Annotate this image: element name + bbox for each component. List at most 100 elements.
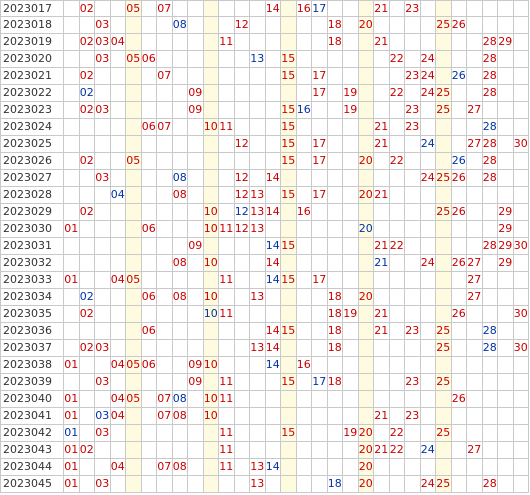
number-cell [436, 68, 452, 85]
red-number: 14 [265, 205, 280, 218]
red-number: 23 [405, 120, 420, 133]
number-cell [343, 340, 359, 357]
table-row: 2023045 01 03 13 18 20 24 25 28 [0, 476, 530, 493]
red-number: 09 [188, 239, 203, 252]
number-cell: 21 [374, 136, 390, 153]
red-number: 25 [436, 426, 451, 439]
issue-number: 2023042 [0, 425, 64, 442]
number-cell [203, 340, 219, 357]
number-cell [281, 85, 297, 102]
number-cell: 23 [405, 323, 421, 340]
number-cell [374, 102, 390, 119]
number-cell [312, 340, 328, 357]
number-cell [358, 170, 374, 187]
number-cell [420, 459, 436, 476]
number-cell: 17 [312, 68, 328, 85]
number-cell [79, 408, 95, 425]
number-cell [312, 119, 328, 136]
number-cell: 26 [451, 68, 467, 85]
number-cell [420, 187, 436, 204]
number-cell [296, 289, 312, 306]
blue-number: 17 [312, 375, 327, 388]
number-cell [250, 34, 266, 51]
number-cell [141, 425, 157, 442]
number-cell [157, 357, 173, 374]
blue-number: 02 [79, 290, 94, 303]
number-cell: 10 [203, 221, 219, 238]
table-row: 2023023 02 03 09 15 16 19 23 25 27 [0, 102, 530, 119]
number-cell [467, 323, 483, 340]
number-cell [265, 425, 281, 442]
number-cell [420, 408, 436, 425]
red-number: 25 [436, 324, 451, 337]
number-cell [467, 408, 483, 425]
red-number: 11 [219, 35, 234, 48]
number-cell [312, 357, 328, 374]
number-cell [265, 391, 281, 408]
number-cell: 05 [126, 272, 142, 289]
red-number: 08 [172, 256, 187, 269]
number-cell [296, 136, 312, 153]
red-number: 14 [265, 324, 280, 337]
number-cell [203, 51, 219, 68]
red-number: 09 [188, 358, 203, 371]
number-cell [374, 425, 390, 442]
number-cell [389, 272, 405, 289]
red-number: 16 [296, 205, 311, 218]
number-cell: 08 [172, 408, 188, 425]
number-cell: 11 [219, 119, 235, 136]
red-number: 30 [513, 341, 528, 354]
number-cell [312, 204, 328, 221]
number-cell: 13 [250, 187, 266, 204]
number-cell [389, 204, 405, 221]
red-number: 29 [498, 35, 513, 48]
number-cell [358, 68, 374, 85]
number-cell [250, 408, 266, 425]
number-cell [250, 357, 266, 374]
number-cell [482, 289, 498, 306]
number-cell [498, 408, 514, 425]
number-cell [374, 204, 390, 221]
number-cell [265, 68, 281, 85]
blue-number: 14 [265, 358, 280, 371]
number-cell [513, 34, 529, 51]
number-cell [110, 323, 126, 340]
number-cell [374, 170, 390, 187]
number-cell [389, 34, 405, 51]
table-row: 2023019 02 03 04 11 18 21 28 29 [0, 34, 530, 51]
red-number: 12 [234, 171, 249, 184]
number-cell: 20 [358, 221, 374, 238]
number-cell: 04 [110, 187, 126, 204]
number-cell [312, 17, 328, 34]
red-number: 27 [467, 290, 482, 303]
red-number: 24 [420, 69, 435, 82]
number-cell [405, 476, 421, 493]
number-cell [126, 17, 142, 34]
number-cell [327, 102, 343, 119]
blue-number: 14 [265, 460, 280, 473]
red-number: 11 [219, 443, 234, 456]
red-number: 18 [327, 35, 342, 48]
number-cell: 20 [358, 476, 374, 493]
number-cell [451, 0, 467, 17]
number-cell [95, 459, 111, 476]
number-cell [281, 408, 297, 425]
number-cell [79, 51, 95, 68]
red-number: 10 [203, 120, 218, 133]
red-number: 17 [312, 69, 327, 82]
number-cell: 01 [64, 442, 80, 459]
number-cell [374, 459, 390, 476]
number-cell [250, 425, 266, 442]
number-cell: 28 [482, 51, 498, 68]
number-cell: 28 [482, 153, 498, 170]
number-cell [234, 442, 250, 459]
number-cell [451, 374, 467, 391]
red-number: 15 [281, 69, 296, 82]
red-number: 24 [420, 256, 435, 269]
number-cell [451, 102, 467, 119]
number-cell: 17 [312, 0, 328, 17]
red-number: 05 [126, 154, 141, 167]
number-cell [312, 476, 328, 493]
red-number: 28 [482, 154, 497, 167]
number-cell [172, 136, 188, 153]
